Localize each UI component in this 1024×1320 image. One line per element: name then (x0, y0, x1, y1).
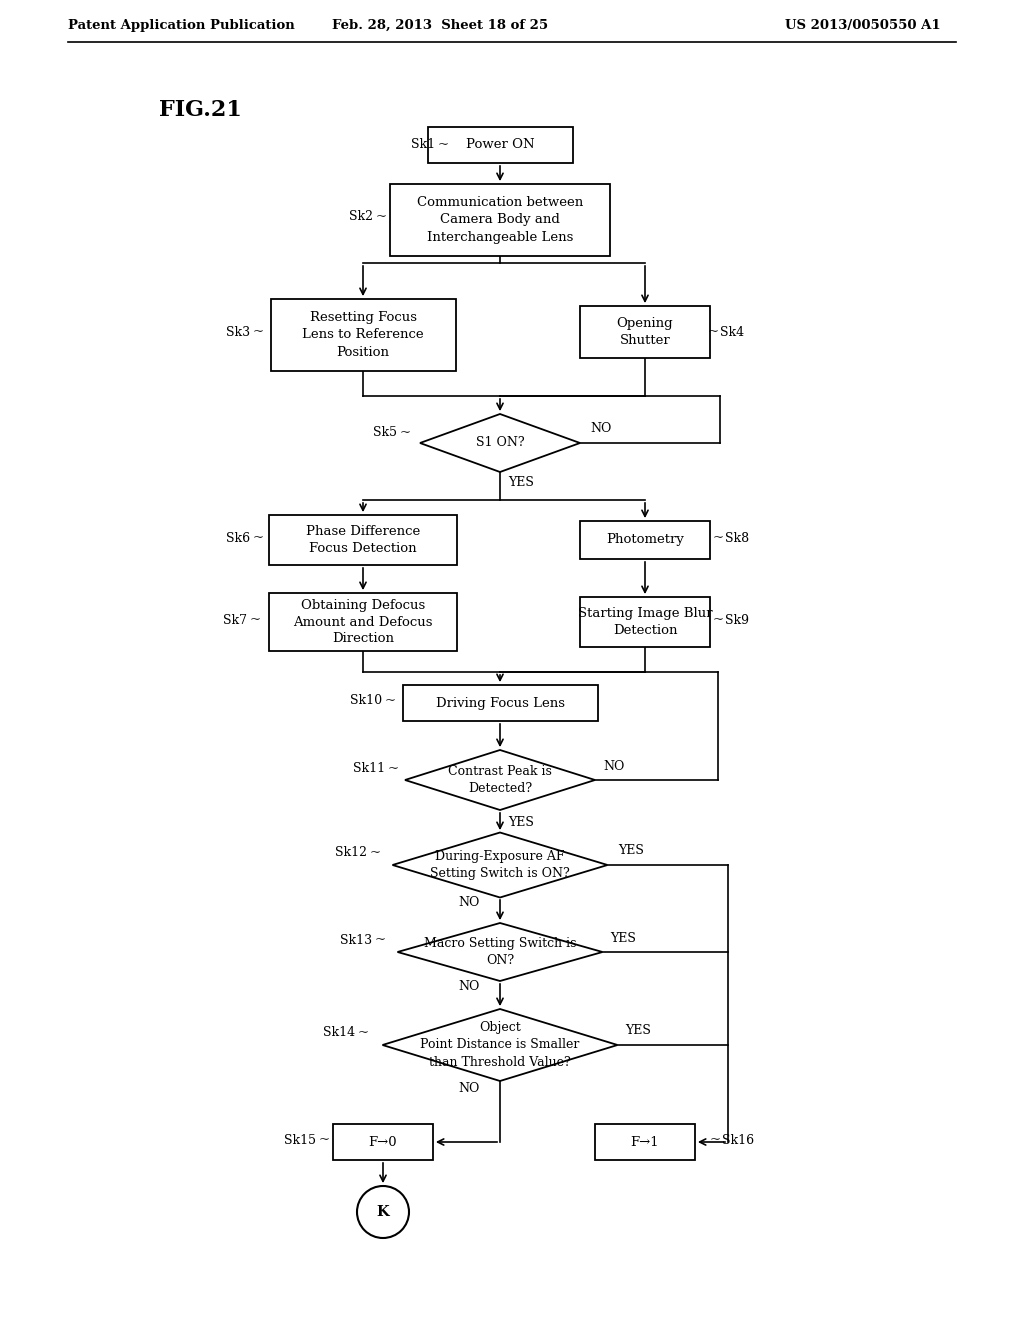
Text: ~: ~ (385, 694, 396, 708)
Text: Patent Application Publication: Patent Application Publication (68, 18, 295, 32)
Circle shape (357, 1185, 409, 1238)
Text: Sk6: Sk6 (226, 532, 250, 544)
FancyBboxPatch shape (580, 306, 710, 358)
Text: NO: NO (459, 981, 480, 994)
Text: ~: ~ (438, 139, 450, 152)
Text: Resetting Focus
Lens to Reference
Position: Resetting Focus Lens to Reference Positi… (302, 312, 424, 359)
Text: US 2013/0050550 A1: US 2013/0050550 A1 (785, 18, 941, 32)
FancyBboxPatch shape (390, 183, 610, 256)
Text: Sk1: Sk1 (411, 139, 435, 152)
Text: YES: YES (618, 845, 644, 858)
Text: NO: NO (459, 1081, 480, 1094)
Text: During-Exposure AF
Setting Switch is ON?: During-Exposure AF Setting Switch is ON? (430, 850, 570, 880)
Text: NO: NO (590, 422, 611, 436)
Text: Object
Point Distance is Smaller
than Threshold Value?: Object Point Distance is Smaller than Th… (420, 1022, 580, 1068)
Text: ~: ~ (388, 763, 399, 776)
Text: Sk12: Sk12 (335, 846, 367, 859)
Text: Communication between
Camera Body and
Interchangeable Lens: Communication between Camera Body and In… (417, 197, 583, 243)
Text: Sk9: Sk9 (725, 614, 749, 627)
Text: F→0: F→0 (369, 1135, 397, 1148)
Text: ~: ~ (375, 933, 386, 946)
Text: ~: ~ (319, 1134, 330, 1147)
Text: Obtaining Defocus
Amount and Defocus
Direction: Obtaining Defocus Amount and Defocus Dir… (293, 598, 433, 645)
Text: Power ON: Power ON (466, 139, 535, 152)
Text: K: K (377, 1205, 389, 1218)
Text: Driving Focus Lens: Driving Focus Lens (435, 697, 564, 710)
Text: ~: ~ (400, 426, 411, 440)
Polygon shape (383, 1008, 617, 1081)
Text: ~: ~ (253, 326, 264, 338)
Text: ~: ~ (358, 1027, 369, 1040)
Text: ~: ~ (713, 614, 724, 627)
Text: Feb. 28, 2013  Sheet 18 of 25: Feb. 28, 2013 Sheet 18 of 25 (332, 18, 548, 32)
Text: Sk10: Sk10 (350, 694, 382, 708)
Text: YES: YES (625, 1024, 651, 1038)
Text: ~: ~ (708, 326, 719, 338)
Text: Opening
Shutter: Opening Shutter (616, 317, 674, 347)
Text: Sk11: Sk11 (353, 763, 385, 776)
Text: ~: ~ (253, 532, 264, 544)
FancyBboxPatch shape (580, 597, 710, 647)
Text: YES: YES (610, 932, 636, 945)
FancyBboxPatch shape (595, 1125, 695, 1160)
Text: ~: ~ (376, 210, 387, 223)
Text: YES: YES (508, 816, 534, 829)
Text: YES: YES (508, 477, 534, 490)
Text: FIG.21: FIG.21 (159, 99, 242, 121)
Text: Phase Difference
Focus Detection: Phase Difference Focus Detection (306, 525, 420, 554)
Text: Sk4: Sk4 (720, 326, 744, 338)
Text: ~: ~ (710, 1134, 721, 1147)
Text: ~: ~ (250, 614, 261, 627)
Text: Contrast Peak is
Detected?: Contrast Peak is Detected? (449, 766, 552, 795)
Text: Sk8: Sk8 (725, 532, 750, 544)
Text: Sk15: Sk15 (284, 1134, 316, 1147)
Text: Sk16: Sk16 (722, 1134, 754, 1147)
Text: Sk2: Sk2 (349, 210, 373, 223)
Text: Sk3: Sk3 (226, 326, 250, 338)
Text: NO: NO (459, 896, 480, 909)
Text: ~: ~ (713, 532, 724, 544)
FancyBboxPatch shape (270, 300, 456, 371)
Text: ~: ~ (370, 846, 381, 859)
Text: Sk14: Sk14 (323, 1027, 355, 1040)
FancyBboxPatch shape (427, 127, 572, 162)
Text: F→1: F→1 (631, 1135, 659, 1148)
Text: Sk7: Sk7 (223, 614, 247, 627)
FancyBboxPatch shape (402, 685, 597, 721)
Text: S1 ON?: S1 ON? (476, 437, 524, 450)
Text: Macro Setting Switch is
ON?: Macro Setting Switch is ON? (424, 937, 577, 968)
Text: NO: NO (603, 759, 625, 772)
FancyBboxPatch shape (269, 515, 457, 565)
FancyBboxPatch shape (333, 1125, 433, 1160)
Text: Sk13: Sk13 (340, 933, 372, 946)
FancyBboxPatch shape (269, 593, 457, 651)
FancyBboxPatch shape (580, 521, 710, 558)
Text: Starting Image Blur
Detection: Starting Image Blur Detection (578, 607, 713, 638)
Text: Sk5: Sk5 (373, 426, 397, 440)
Polygon shape (420, 414, 580, 473)
Polygon shape (406, 750, 595, 810)
Polygon shape (392, 833, 607, 898)
Polygon shape (397, 923, 602, 981)
Text: Photometry: Photometry (606, 533, 684, 546)
